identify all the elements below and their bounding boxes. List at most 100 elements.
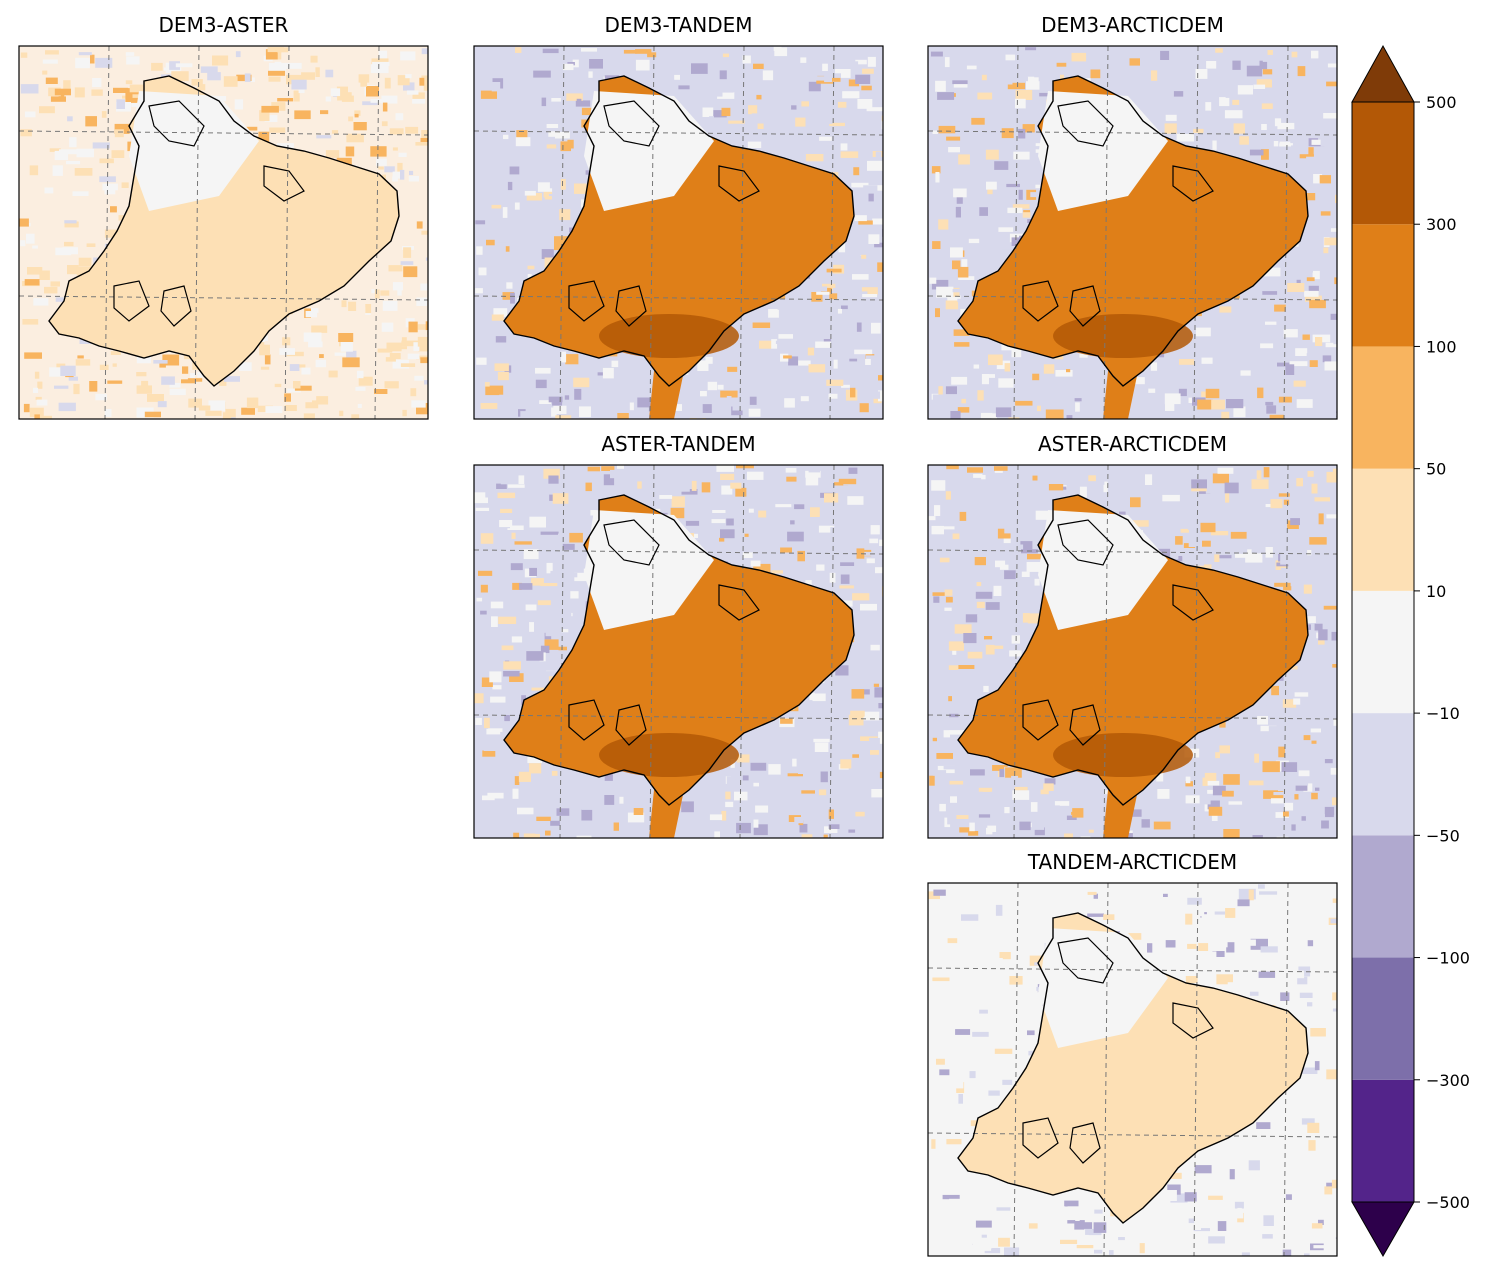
speckle-cell xyxy=(1291,51,1298,58)
speckle-cell xyxy=(1296,399,1313,408)
speckle-cell xyxy=(768,764,781,775)
gridline-vertical xyxy=(559,46,565,419)
speckle-cell xyxy=(877,262,883,272)
speckle-cell xyxy=(479,801,486,809)
speckle-cell xyxy=(972,1031,989,1037)
speckle-cell xyxy=(1264,534,1272,543)
speckle-cell xyxy=(500,476,511,485)
speckle-cell xyxy=(801,790,815,794)
speckle-cell xyxy=(581,48,597,52)
speckle-cell xyxy=(987,104,995,110)
speckle-cell xyxy=(301,72,315,80)
speckle-cell xyxy=(389,353,401,359)
speckle-cell xyxy=(659,495,673,499)
speckle-cell xyxy=(950,796,957,803)
speckle-cell xyxy=(351,414,360,419)
speckle-cell xyxy=(1187,523,1201,530)
speckle-cell xyxy=(757,123,764,129)
speckle-cell xyxy=(820,771,828,783)
speckle-cell xyxy=(601,809,608,815)
speckle-cell xyxy=(522,246,535,252)
speckle-cell xyxy=(136,372,147,377)
speckle-cell xyxy=(781,393,793,397)
speckle-cell xyxy=(1160,1190,1177,1201)
speckle-cell xyxy=(1234,1201,1244,1209)
speckle-cell xyxy=(848,467,858,474)
speckle-cell xyxy=(584,366,600,375)
speckle-cell xyxy=(544,196,552,200)
speckle-cell xyxy=(301,367,311,375)
speckle-cell xyxy=(289,364,300,371)
speckle-cell xyxy=(1067,896,1086,904)
speckle-cell xyxy=(1230,531,1247,539)
speckle-cell xyxy=(788,55,801,66)
speckle-cell xyxy=(293,381,301,389)
speckle-cell xyxy=(101,111,107,118)
speckle-cell xyxy=(1195,327,1211,337)
speckle-cell xyxy=(1281,762,1298,772)
speckle-cell xyxy=(44,187,54,194)
speckle-cell xyxy=(488,327,502,333)
speckle-cell xyxy=(1188,542,1199,547)
speckle-cell xyxy=(1276,731,1281,739)
speckle-cell xyxy=(976,798,994,806)
gridline-vertical xyxy=(829,46,835,419)
speckle-cell xyxy=(1330,767,1337,775)
speckle-cell xyxy=(24,279,40,286)
speckle-cell xyxy=(934,926,942,931)
speckle-cell xyxy=(581,809,593,821)
nunatak-outline xyxy=(568,699,605,741)
speckle-cell xyxy=(1165,400,1175,411)
speckle-cell xyxy=(264,354,271,365)
speckle-cell xyxy=(529,622,534,632)
speckle-cell xyxy=(1015,400,1033,406)
speckle-cell xyxy=(1276,836,1289,838)
speckle-cell xyxy=(382,102,388,112)
speckle-cell xyxy=(1307,940,1314,947)
speckle-cell xyxy=(510,292,515,304)
speckle-cell xyxy=(1265,999,1276,1004)
speckle-cell xyxy=(268,70,285,76)
glacier-outline xyxy=(957,75,1309,387)
speckle-cell xyxy=(325,96,332,102)
speckle-cell xyxy=(812,828,817,836)
speckle-cell xyxy=(556,808,570,816)
speckle-cell xyxy=(235,51,241,58)
speckle-cell xyxy=(497,371,509,381)
speckle-cell xyxy=(1274,304,1286,312)
speckle-cell xyxy=(1306,277,1315,282)
speckle-cell xyxy=(424,380,428,385)
speckle-cell xyxy=(967,477,982,482)
upland-area xyxy=(1038,928,1168,1048)
speckle-cell xyxy=(1277,122,1295,130)
speckle-cell xyxy=(1185,976,1198,983)
speckle-cell xyxy=(1064,1200,1079,1211)
speckle-cell xyxy=(1054,55,1065,61)
speckle-cell xyxy=(537,182,556,192)
speckle-cell xyxy=(808,81,821,92)
speckle-cell xyxy=(517,677,533,688)
speckle-cell xyxy=(1204,798,1211,805)
speckle-cell xyxy=(751,113,765,122)
gridline-vertical xyxy=(284,46,290,419)
speckle-cell xyxy=(800,306,809,317)
speckle-cell xyxy=(487,242,506,253)
speckle-cell xyxy=(1326,81,1337,87)
speckle-cell xyxy=(397,162,403,173)
speckle-cell xyxy=(1271,685,1279,696)
speckle-cell xyxy=(1315,992,1325,999)
speckle-cell xyxy=(1206,1255,1214,1256)
speckle-cell xyxy=(1223,774,1240,785)
speckle-cell xyxy=(850,387,856,398)
speckle-cell xyxy=(1322,759,1333,764)
speckle-cell xyxy=(601,466,615,471)
speckle-cell xyxy=(805,580,812,585)
speckle-cell xyxy=(790,520,795,525)
speckle-cell xyxy=(930,51,943,57)
speckle-cell xyxy=(1238,888,1256,900)
speckle-cell xyxy=(575,542,583,552)
speckle-cell xyxy=(1282,1177,1298,1187)
speckle-cell xyxy=(1004,1247,1020,1256)
speckle-cell xyxy=(485,385,504,396)
speckle-cell xyxy=(865,466,883,476)
